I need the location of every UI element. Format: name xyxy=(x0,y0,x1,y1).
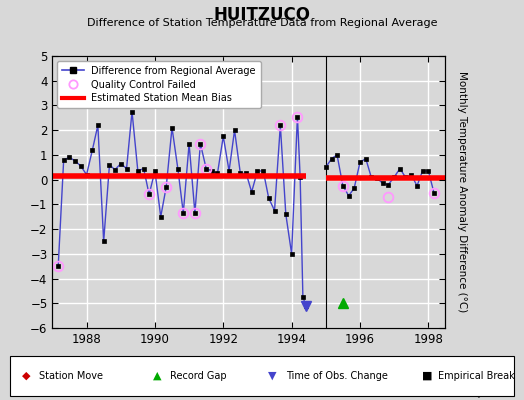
Text: Time of Obs. Change: Time of Obs. Change xyxy=(286,371,387,381)
Legend: Difference from Regional Average, Quality Control Failed, Estimated Station Mean: Difference from Regional Average, Qualit… xyxy=(57,61,260,108)
Text: HUITZUCO: HUITZUCO xyxy=(213,6,311,24)
Text: ▼: ▼ xyxy=(268,371,277,381)
Text: ◆: ◆ xyxy=(22,371,30,381)
Text: Station Move: Station Move xyxy=(39,371,103,381)
Text: ■: ■ xyxy=(422,371,432,381)
Text: Record Gap: Record Gap xyxy=(170,371,227,381)
Text: ▲: ▲ xyxy=(153,371,161,381)
Text: Difference of Station Temperature Data from Regional Average: Difference of Station Temperature Data f… xyxy=(87,18,437,28)
Y-axis label: Monthly Temperature Anomaly Difference (°C): Monthly Temperature Anomaly Difference (… xyxy=(457,71,467,313)
Text: Empirical Break: Empirical Break xyxy=(438,371,514,381)
Text: Berkeley Earth: Berkeley Earth xyxy=(441,388,514,398)
